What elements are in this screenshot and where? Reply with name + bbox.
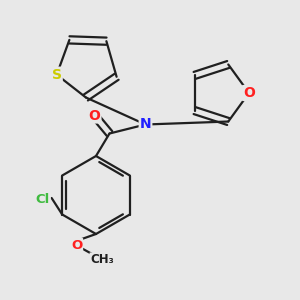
Text: O: O [71,239,82,252]
Text: O: O [243,86,255,100]
Text: S: S [52,68,62,82]
Text: CH₃: CH₃ [90,253,114,266]
Text: Cl: Cl [35,193,50,206]
Text: O: O [88,109,101,122]
Text: N: N [140,118,151,131]
